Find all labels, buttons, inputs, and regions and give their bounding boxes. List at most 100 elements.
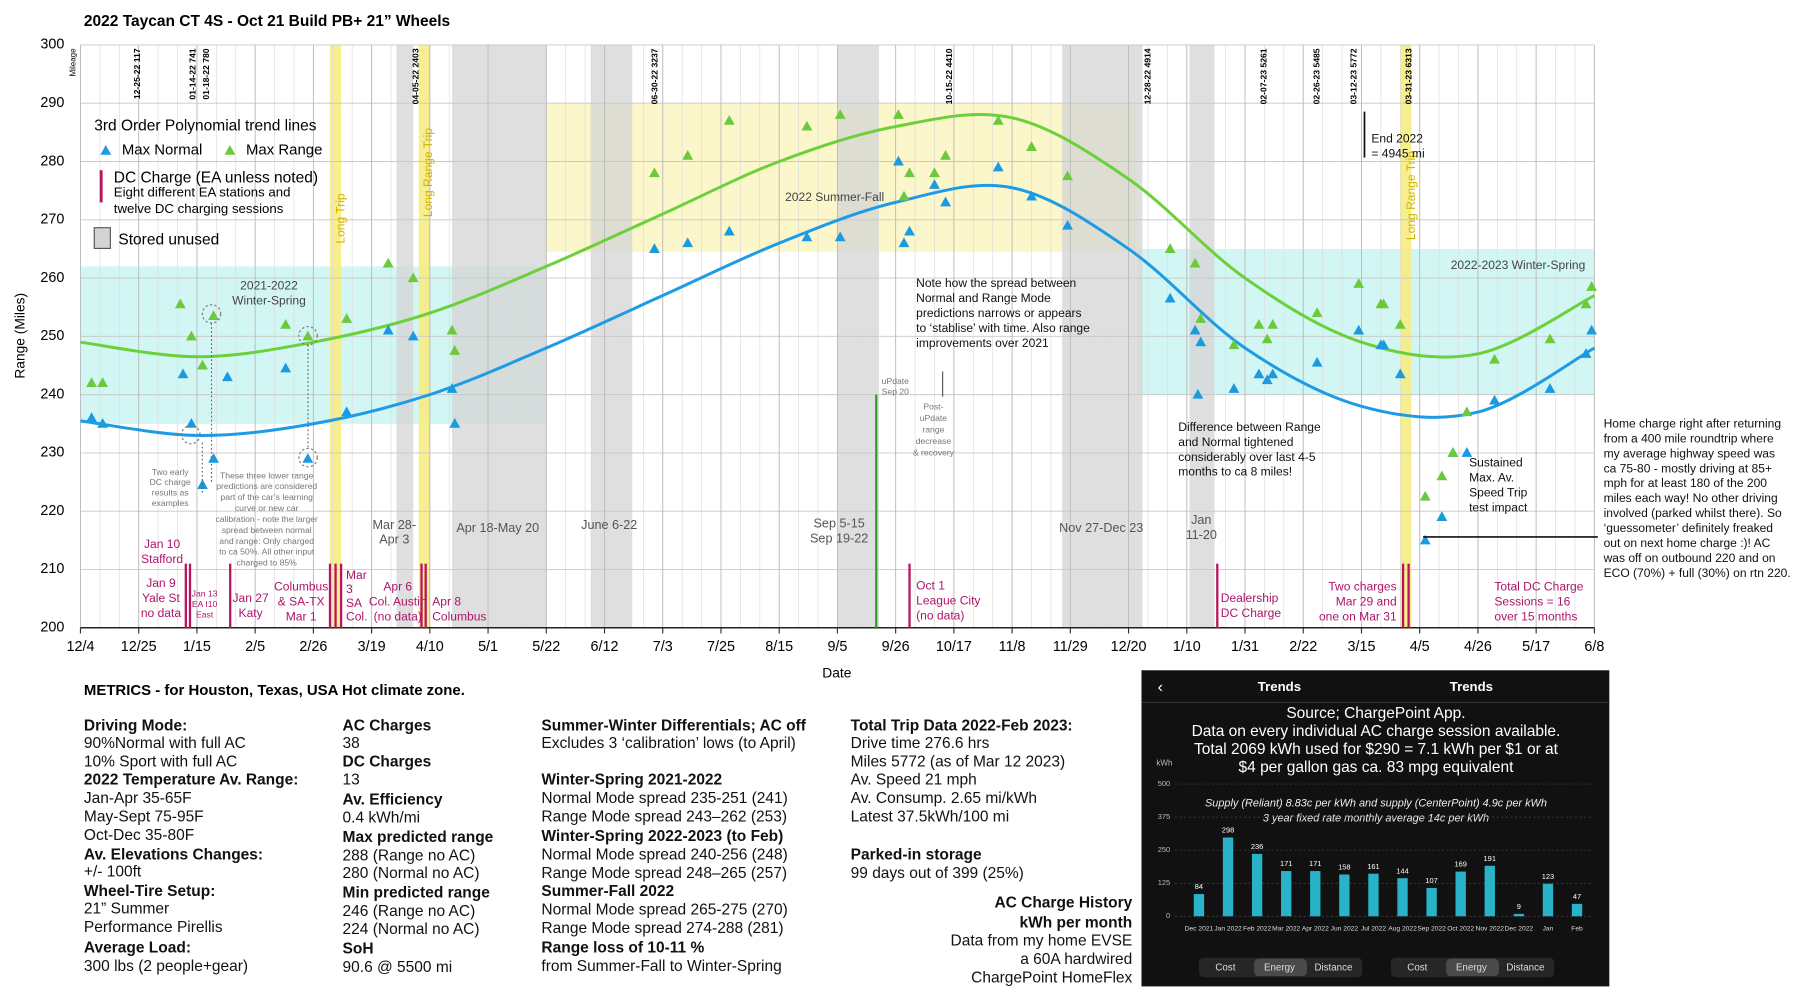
metric-text: AC Charge History	[994, 895, 1132, 912]
x-tick-label: 2/26	[299, 639, 327, 655]
data-point	[302, 452, 314, 463]
metric-text: 246 (Range no AC)	[343, 903, 476, 920]
bar-category: Sep 2022	[1417, 926, 1446, 933]
annotation: Col.	[346, 610, 367, 624]
bar-value: 161	[1367, 862, 1379, 871]
x-tick-label: 5/22	[532, 639, 560, 655]
data-point	[1228, 339, 1240, 350]
data-point	[222, 371, 233, 382]
data-point	[97, 377, 109, 387]
metric-text: Excludes 3 ‘calibration’ lows (to April)	[541, 735, 795, 752]
x-tick-label: 4/10	[416, 639, 444, 655]
bar-category: Dec 2022	[1505, 926, 1534, 933]
toggle-button[interactable]: Cost	[1407, 963, 1427, 974]
legend-marker	[100, 144, 112, 155]
toggle-button[interactable]: Distance	[1314, 963, 1352, 974]
metric-text: Min predicted range	[343, 884, 491, 901]
data-point	[97, 418, 109, 428]
annotation: decrease	[916, 436, 952, 446]
legend-label: Max Normal	[122, 142, 203, 159]
annotation: Katy	[239, 606, 263, 620]
data-point	[929, 179, 940, 189]
data-point	[649, 243, 660, 253]
annotation: Speed Trip	[1469, 485, 1528, 499]
annotation: results as	[152, 488, 189, 498]
milestone-label: Mileage	[69, 48, 78, 77]
annotation: & SA-TX	[278, 595, 325, 609]
milestone-label: 03-31-23 6313	[1404, 48, 1414, 104]
metric-text: AC Charges	[343, 718, 432, 735]
data-point	[893, 155, 904, 166]
data-point	[1419, 490, 1431, 501]
data-point	[197, 359, 208, 370]
bar	[1426, 887, 1437, 917]
data-point	[86, 377, 97, 387]
y-tick-label: 250	[40, 328, 64, 344]
annotation: & recovery	[913, 447, 955, 457]
toggle-button[interactable]: Energy	[1456, 963, 1487, 974]
data-point	[1311, 307, 1323, 318]
metric-text: Average Load:	[84, 940, 191, 957]
metric-text: Range Mode spread 248–265 (257)	[541, 865, 787, 882]
metric-text: 90.6 @ 5500 mi	[343, 959, 453, 976]
x-tick-label: 4/5	[1410, 639, 1430, 655]
annotation: Apr 8	[432, 595, 461, 609]
metric-text: kWh per month	[1019, 914, 1132, 931]
data-point	[382, 324, 394, 335]
metric-text: 10% Sport with full AC	[84, 753, 237, 770]
inset-y-label: kWh	[1156, 759, 1172, 768]
y-tick-label: 290	[40, 95, 64, 111]
annotation: uPdate	[920, 413, 947, 423]
annotation: Note how the spread between	[916, 276, 1076, 290]
data-point	[834, 109, 846, 119]
annotation: Apr 6	[383, 580, 412, 594]
annotation: League City	[916, 593, 980, 607]
data-point	[1394, 318, 1406, 329]
annotation: Sep 20	[882, 386, 909, 396]
data-point	[1378, 298, 1390, 309]
bar-category: Aug 2022	[1388, 926, 1417, 933]
annotation: These three lower range	[220, 470, 314, 480]
toggle-button[interactable]: Distance	[1506, 963, 1544, 974]
toggle-button[interactable]: Energy	[1264, 963, 1295, 974]
toggle-button[interactable]: Cost	[1215, 963, 1235, 974]
annotation: was off on outbound 220 and on	[1603, 551, 1776, 565]
metric-text: Performance Pirellis	[84, 919, 223, 936]
annotation: curve or new car	[235, 503, 299, 513]
annotation: no data	[141, 606, 181, 620]
metric-text: Wheel-Tire Setup:	[84, 883, 215, 900]
data-point	[1228, 383, 1240, 393]
data-point	[1164, 243, 1176, 253]
inset-title: Source; ChargePoint App.	[1286, 705, 1465, 722]
legend-note: twelve DC charging sessions	[114, 201, 284, 216]
annotation: out on next home charge :)! AC	[1604, 536, 1771, 550]
x-tick-label: 3/15	[1347, 639, 1375, 655]
bar-value: 191	[1484, 854, 1496, 863]
metric-text: 38	[343, 735, 360, 752]
annotation: predictions narrows or appears	[916, 306, 1081, 320]
bar-value: 171	[1280, 859, 1292, 868]
milestone-label: 03-12-23 5772	[1348, 48, 1358, 104]
button-selected	[1254, 958, 1308, 977]
metric-text: Data from my home EVSE	[951, 933, 1133, 950]
annotation: improvements over 2021	[916, 336, 1049, 350]
x-tick-label: 1/10	[1173, 639, 1201, 655]
data-point	[446, 383, 458, 393]
annotation: mph for at least 180 of the 200	[1604, 476, 1768, 490]
bar	[1281, 871, 1292, 917]
annotation: EA I10	[192, 599, 218, 609]
annotation: uPdate	[882, 376, 909, 386]
legend-label: Max Range	[246, 142, 322, 159]
annotation: Oct 1	[916, 579, 945, 593]
data-point	[174, 298, 186, 309]
back-arrow[interactable]: ‹	[1158, 678, 1163, 696]
annotation: to ca 50%. All other input	[219, 547, 315, 557]
metric-text: Normal Mode spread 265-275 (270)	[541, 902, 787, 919]
bar	[1193, 894, 1205, 917]
x-tick-label: 11/29	[1053, 639, 1088, 655]
data-point	[1192, 388, 1204, 399]
metric-text: Normal Mode spread 235-251 (241)	[541, 790, 787, 807]
annotation: miles each way! No other driving	[1604, 491, 1778, 505]
bar-category: Jul 2022	[1361, 926, 1386, 933]
